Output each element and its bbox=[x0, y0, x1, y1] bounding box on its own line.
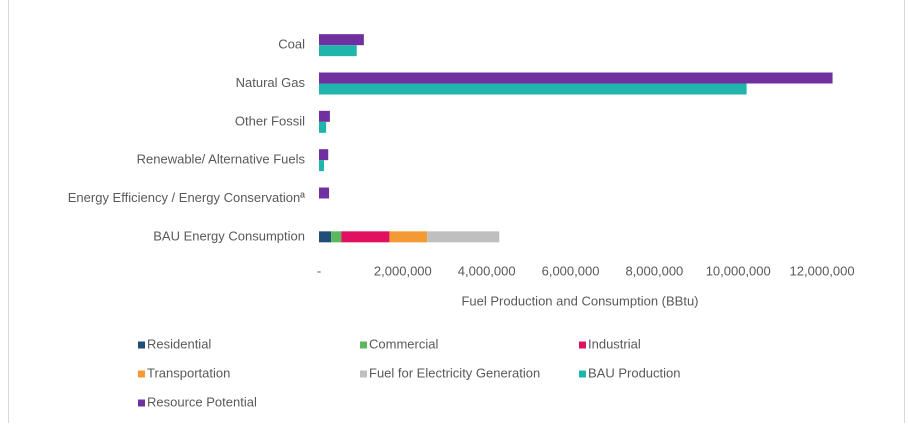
bar bbox=[319, 72, 833, 84]
legend-swatch bbox=[360, 370, 367, 378]
bar bbox=[319, 45, 357, 57]
x-tick-label: 12,000,000 bbox=[790, 263, 855, 278]
y-tick-label: BAU Energy Consumption bbox=[153, 228, 305, 243]
x-tick-label: 10,000,000 bbox=[706, 263, 771, 278]
legend-label: BAU Production bbox=[588, 365, 681, 380]
legend-label: Resource Potential bbox=[147, 394, 257, 409]
legend-label: Residential bbox=[147, 336, 211, 351]
bar bbox=[319, 149, 329, 161]
bar-segment bbox=[427, 231, 500, 243]
x-tick-label: 6,000,000 bbox=[542, 263, 600, 278]
chart-border bbox=[8, 0, 905, 428]
legend-swatch bbox=[138, 399, 145, 407]
bar-segment bbox=[319, 231, 332, 243]
bar-segment bbox=[341, 231, 390, 243]
legend-label: Fuel for Electricity Generation bbox=[369, 365, 540, 380]
legend-label: Industrial bbox=[588, 336, 641, 351]
legend-swatch bbox=[579, 341, 586, 349]
bar bbox=[319, 187, 330, 199]
bar bbox=[319, 34, 364, 46]
legend-label: Transportation bbox=[147, 365, 230, 380]
y-tick-label: Coal bbox=[278, 37, 305, 52]
x-tick-label: 2,000,000 bbox=[374, 263, 432, 278]
legend-swatch bbox=[579, 370, 586, 378]
y-tick-label: Renewable/ Alternative Fuels bbox=[137, 152, 306, 167]
bar bbox=[319, 110, 330, 122]
bar bbox=[319, 160, 325, 172]
legend-swatch bbox=[138, 341, 145, 349]
legend-swatch bbox=[360, 341, 367, 349]
x-tick-label: 8,000,000 bbox=[625, 263, 683, 278]
bar-segment bbox=[331, 231, 342, 243]
bar bbox=[319, 83, 747, 95]
y-tick-label: Natural Gas bbox=[236, 75, 306, 90]
y-tick-label: Other Fossil bbox=[235, 113, 305, 128]
legend-label: Commercial bbox=[369, 336, 438, 351]
x-tick-label: - bbox=[317, 263, 321, 278]
legend-swatch bbox=[138, 370, 145, 378]
bar-segment bbox=[389, 231, 428, 243]
x-axis-title: Fuel Production and Consumption (BBtu) bbox=[461, 293, 698, 308]
x-tick-label: 4,000,000 bbox=[458, 263, 516, 278]
bar bbox=[319, 121, 327, 133]
y-tick-label: Energy Efficiency / Energy Conservationª bbox=[68, 190, 305, 205]
